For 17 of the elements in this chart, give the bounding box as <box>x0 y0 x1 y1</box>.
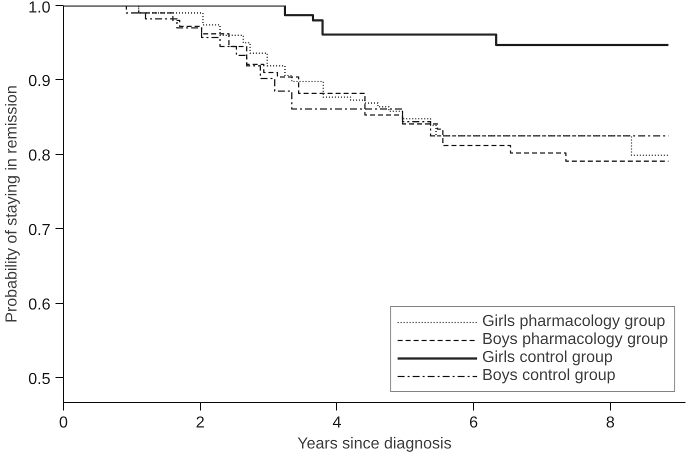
x-tick-label: 4 <box>332 414 342 432</box>
x-axis-title: Years since diagnosis <box>297 436 452 452</box>
y-tick-label: 0.8 <box>28 147 51 164</box>
y-tick-label: 1.0 <box>28 0 51 16</box>
x-tick-label: 2 <box>196 414 205 432</box>
y-tick-label: 0.6 <box>28 296 51 314</box>
x-tick-label: 6 <box>469 414 478 432</box>
legend-label: Boys control group <box>482 367 616 385</box>
y-tick-label: 0.5 <box>28 370 51 388</box>
legend-label: Girls pharmacology group <box>482 313 666 331</box>
y-tick-label: 0.9 <box>28 72 51 90</box>
legend-label: Girls control group <box>482 349 613 367</box>
legend-label: Boys pharmacology group <box>482 331 668 349</box>
x-tick-label: 0 <box>59 414 68 432</box>
y-axis-title: Probability of staying in remission <box>3 85 20 323</box>
y-tick-label: 0.7 <box>28 222 51 239</box>
x-tick-label: 8 <box>606 414 615 432</box>
